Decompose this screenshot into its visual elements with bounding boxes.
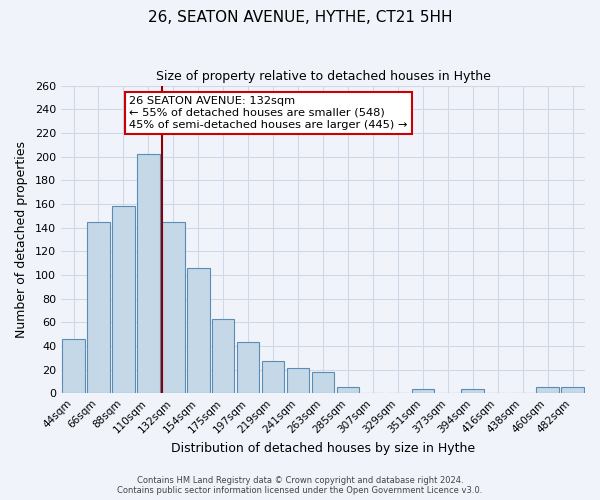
Bar xyxy=(112,206,134,394)
Bar xyxy=(87,222,110,394)
Bar xyxy=(187,268,209,394)
Bar xyxy=(337,388,359,394)
X-axis label: Distribution of detached houses by size in Hythe: Distribution of detached houses by size … xyxy=(171,442,475,455)
Title: Size of property relative to detached houses in Hythe: Size of property relative to detached ho… xyxy=(155,70,490,83)
Bar xyxy=(561,388,584,394)
Bar xyxy=(212,319,235,394)
Bar xyxy=(412,388,434,394)
Bar xyxy=(536,388,559,394)
Y-axis label: Number of detached properties: Number of detached properties xyxy=(15,141,28,338)
Bar xyxy=(162,222,185,394)
Bar xyxy=(461,388,484,394)
Bar xyxy=(237,342,259,394)
Bar xyxy=(262,362,284,394)
Bar xyxy=(287,368,310,394)
Bar xyxy=(312,372,334,394)
Text: Contains HM Land Registry data © Crown copyright and database right 2024.
Contai: Contains HM Land Registry data © Crown c… xyxy=(118,476,482,495)
Text: 26 SEATON AVENUE: 132sqm
← 55% of detached houses are smaller (548)
45% of semi-: 26 SEATON AVENUE: 132sqm ← 55% of detach… xyxy=(129,96,407,130)
Bar xyxy=(62,339,85,394)
Bar xyxy=(137,154,160,394)
Text: 26, SEATON AVENUE, HYTHE, CT21 5HH: 26, SEATON AVENUE, HYTHE, CT21 5HH xyxy=(148,10,452,25)
